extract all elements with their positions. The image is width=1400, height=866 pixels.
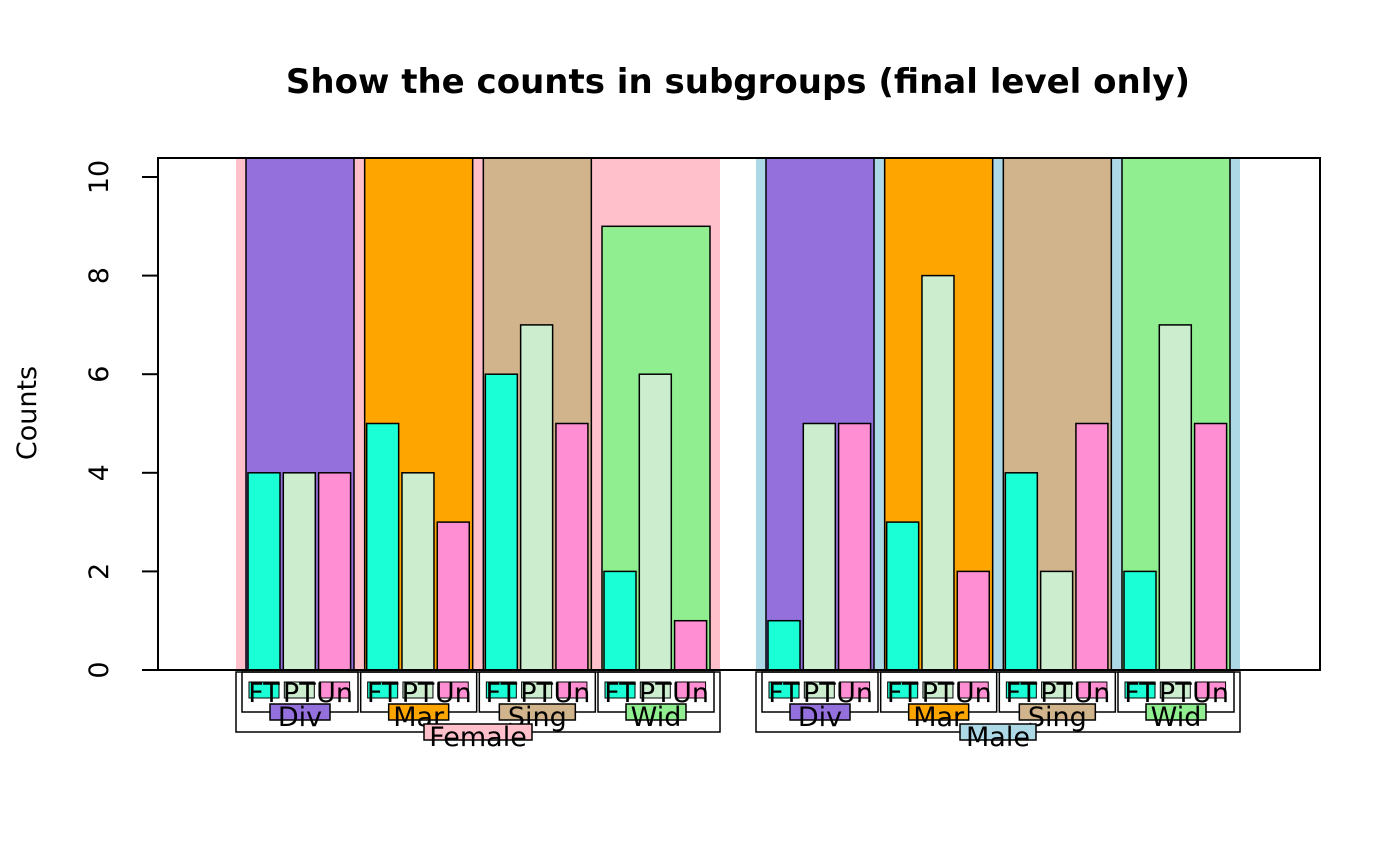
bar-female-div-un (317, 472, 352, 671)
group-label-male-wid-box (1145, 703, 1207, 721)
leaf-label-box-pt (1041, 681, 1073, 699)
y-axis-label: Counts (12, 366, 43, 460)
bar-female-sing-ft (484, 373, 519, 671)
y-tick-label-8: 8 (84, 267, 115, 284)
bar-male-wid-pt (1158, 324, 1193, 671)
group-label-female-box (423, 723, 533, 741)
bar-male-mar-pt (921, 274, 955, 671)
group-label-female-wid: Wid (631, 702, 682, 733)
group-label-male-div: Div (798, 702, 842, 733)
bars-layer (236, 157, 1240, 671)
bar-female-div-pt (282, 472, 317, 671)
bar-male-mar-un (956, 570, 991, 671)
y-tick-label-6: 6 (84, 366, 115, 383)
bar-female-mar-un (436, 521, 471, 671)
leaf-label-box-un (319, 681, 351, 699)
bar-female-sing-un (555, 422, 589, 671)
leaf-label-box-pt (803, 681, 835, 699)
y-tick-label-4: 4 (84, 464, 115, 481)
group-label-female-div-box (269, 703, 331, 721)
bar-male-sing-un (1075, 422, 1109, 671)
bar-male-div-ft (767, 619, 801, 671)
bar-male-wid-un (1193, 422, 1228, 671)
group-label-female-wid-box (625, 703, 687, 721)
y-tick-label-10: 10 (84, 160, 115, 194)
group-label-male-sing-box (1018, 703, 1097, 721)
leaf-label-box-ft (367, 681, 399, 699)
group-label-male-mar: Mar (913, 702, 965, 733)
leaf-label-box-un (675, 681, 707, 699)
leaf-label-box-ft (887, 681, 919, 699)
leaf-label-box-un (1195, 681, 1227, 699)
group-label-male-mar-box (907, 703, 970, 721)
group-label-male: Male (966, 722, 1030, 753)
leaf-label-box-ft (1124, 681, 1156, 699)
group-label-male-wid: Wid (1151, 702, 1202, 733)
leaf-label-box-pt (521, 681, 553, 699)
leaf-label-box-pt (1159, 681, 1191, 699)
bar-female-div-ft (247, 472, 281, 671)
bar-male-div-un (837, 422, 872, 671)
bar-male-div-pt (802, 422, 837, 671)
leaf-label-box-pt (283, 681, 315, 699)
bar-female-wid-un (673, 619, 708, 671)
leaf-label-box-ft (604, 681, 636, 699)
leaf-label-box-pt (402, 681, 434, 699)
bar-male-wid-ft (1123, 570, 1157, 671)
leaf-label-box-ft (768, 681, 800, 699)
leaf-label-box-pt (922, 681, 954, 699)
bar-female-mar-ft (365, 422, 400, 671)
bar-male-mar-ft (885, 521, 920, 671)
group-label-male-sing: Sing (1028, 702, 1087, 733)
bar-male-sing-pt (1039, 570, 1074, 671)
leaf-label-box-ft (248, 681, 280, 699)
group-label-female: Female (429, 722, 527, 753)
group-label-male-box (959, 723, 1037, 741)
leaf-label-box-ft (1005, 681, 1037, 699)
chart-title: Show the counts in subgroups (final leve… (286, 62, 1190, 102)
bar-male-sing-ft (1004, 472, 1039, 671)
bar-female-sing-pt (519, 324, 554, 671)
leaf-label-box-un (839, 681, 871, 699)
bar-female-wid-ft (603, 570, 637, 671)
leaf-label-box-un (957, 681, 989, 699)
leaf-label-box-pt (639, 681, 671, 699)
bar-female-wid-pt (638, 373, 673, 671)
group-label-female-sing-box (498, 703, 577, 721)
y-tick-label-0: 0 (84, 661, 115, 678)
y-axis: 0 2 4 6 8 10 (84, 160, 159, 679)
group-label-female-mar-box (387, 703, 450, 721)
bar-female-mar-pt (401, 472, 435, 671)
leaf-label-box-un (1076, 681, 1108, 699)
group-label-male-div-box (789, 703, 851, 721)
group-label-female-div: Div (278, 702, 322, 733)
y-tick-label-2: 2 (84, 563, 115, 580)
leaf-label-box-un (437, 681, 469, 699)
leaf-label-box-ft (485, 681, 517, 699)
leaf-label-box-un (556, 681, 588, 699)
